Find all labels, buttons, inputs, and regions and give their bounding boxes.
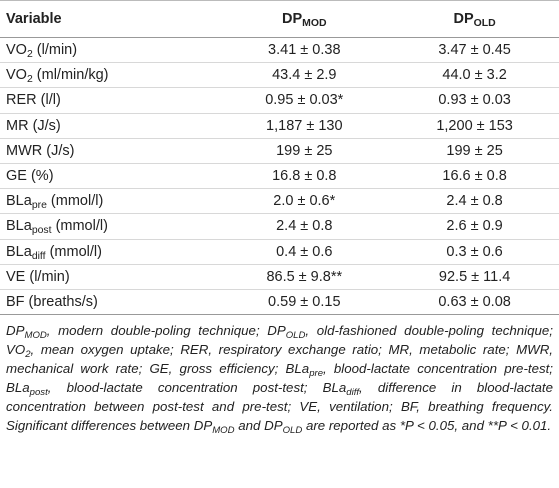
- table-row: BLadiff (mmol/l) 0.4 ± 0.6 0.3 ± 0.6: [0, 239, 559, 265]
- header-row: Variable DPMOD DPOLD: [0, 0, 559, 38]
- table-row: MR (J/s) 1,187 ± 130 1,200 ± 153: [0, 113, 559, 139]
- subscript: OLD: [285, 329, 306, 341]
- value-cell: 16.6 ± 0.8: [390, 163, 559, 190]
- value-cell: 2.6 ± 0.9: [390, 213, 559, 240]
- value-cell: 92.5 ± 11.4: [390, 264, 559, 290]
- value-cell: 1,200 ± 153: [390, 113, 559, 139]
- value-cell: 199 ± 25: [390, 138, 559, 164]
- value-cell: 86.5 ± 9.8**: [218, 264, 391, 290]
- text-run: (l/min): [32, 42, 78, 59]
- value-cell: 2.4 ± 0.8: [218, 213, 391, 240]
- text-run: , blood-lactate concentration post-test;…: [47, 380, 347, 396]
- row-label: VO2 (l/min): [0, 37, 219, 64]
- subscript: OLD: [473, 18, 496, 30]
- value-cell: 0.59 ± 0.15: [218, 289, 391, 316]
- value-cell: 43.4 ± 2.9: [218, 62, 391, 89]
- value-cell: 3.47 ± 0.45: [390, 37, 559, 64]
- text-run: DP: [6, 323, 25, 339]
- table-row: GE (%) 16.8 ± 0.8 16.6 ± 0.8: [0, 163, 559, 190]
- value-cell: 0.3 ± 0.6: [390, 239, 559, 265]
- subscript: pre: [309, 367, 324, 379]
- text-run: (mmol/l): [51, 218, 108, 235]
- table-row: VO2 (l/min) 3.41 ± 0.38 3.47 ± 0.45: [0, 37, 559, 64]
- header-cell: DPMOD: [218, 0, 391, 38]
- row-label: BLadiff (mmol/l): [0, 239, 219, 265]
- row-label: RER (l/l): [0, 87, 219, 114]
- value-cell: 2.4 ± 0.8: [390, 188, 559, 215]
- text-run: , mean oxygen uptake; RER, respiratory e…: [6, 342, 553, 377]
- subscript: 2: [26, 74, 33, 86]
- text-run: VO: [6, 42, 27, 59]
- value-cell: 16.8 ± 0.8: [218, 163, 391, 190]
- value-cell: 199 ± 25: [218, 138, 391, 164]
- table-row: RER (l/l) 0.95 ± 0.03* 0.93 ± 0.03: [0, 87, 559, 114]
- table-row: BLapre (mmol/l) 2.0 ± 0.6* 2.4 ± 0.8: [0, 188, 559, 215]
- subscript: diff: [31, 250, 46, 262]
- text-run: , difference in blood-lactate concentrat…: [6, 380, 553, 434]
- table-row: MWR (J/s) 199 ± 25 199 ± 25: [0, 138, 559, 164]
- text-run: BLa: [6, 218, 32, 235]
- table-row: BLapost (mmol/l) 2.4 ± 0.8 2.6 ± 0.9: [0, 213, 559, 240]
- row-label: MWR (J/s): [0, 138, 219, 164]
- subscript: 2: [26, 49, 33, 61]
- header-cell: Variable: [0, 0, 219, 38]
- row-label: BLapost (mmol/l): [0, 213, 219, 240]
- row-label: MR (J/s): [0, 113, 219, 139]
- subscript: post: [31, 225, 52, 237]
- text-run: BLa: [6, 243, 32, 260]
- text-run: (mmol/l): [46, 193, 104, 210]
- data-table: Variable DPMOD DPOLD VO2 (l/min) 3.41 ± 0.3…: [0, 0, 559, 316]
- text-run: , old-fashioned double-poling technique;…: [6, 323, 553, 358]
- text-run: Variable: [6, 11, 62, 27]
- text-run: BLa: [6, 193, 32, 210]
- footnote: DPMOD, modern double-poling technique; D…: [6, 321, 553, 435]
- subscript: post: [29, 386, 48, 398]
- subscript: MOD: [24, 329, 47, 341]
- subscript: diff: [346, 386, 360, 398]
- text-run: (mmol/l): [45, 243, 102, 260]
- text-run: VO: [6, 67, 27, 84]
- subscript: pre: [31, 200, 47, 212]
- subscript: MOD: [302, 18, 327, 30]
- text-run: , blood-lactate concentration pre-test; …: [6, 361, 553, 396]
- text-run: are reported as *P < 0.05, and **P < 0.0…: [302, 418, 552, 434]
- value-cell: 2.0 ± 0.6*: [218, 188, 391, 215]
- text-run: BF (breaths/s): [6, 293, 98, 310]
- subscript: 2: [25, 348, 31, 360]
- text-run: DP: [453, 11, 474, 27]
- subscript: OLD: [282, 424, 303, 436]
- text-run: VE (l/min): [6, 268, 70, 285]
- text-run: , modern double-poling technique; DP: [46, 323, 286, 339]
- value-cell: 1,187 ± 130: [218, 113, 391, 139]
- row-label: GE (%): [0, 163, 219, 190]
- text-run: GE (%): [6, 168, 54, 185]
- table-row: BF (breaths/s) 0.59 ± 0.15 0.63 ± 0.08: [0, 289, 559, 316]
- table-row: VO2 (ml/min/kg) 43.4 ± 2.9 44.0 ± 3.2: [0, 62, 559, 89]
- value-cell: 3.41 ± 0.38: [218, 37, 391, 64]
- text-run: RER (l/l): [6, 92, 61, 109]
- header-cell: DPOLD: [390, 0, 559, 38]
- text-run: and DP: [234, 418, 283, 434]
- row-label: BF (breaths/s): [0, 289, 219, 316]
- value-cell: 0.63 ± 0.08: [390, 289, 559, 316]
- row-label: BLapre (mmol/l): [0, 188, 219, 215]
- row-label: VO2 (ml/min/kg): [0, 62, 219, 89]
- value-cell: 0.93 ± 0.03: [390, 87, 559, 114]
- value-cell: 0.4 ± 0.6: [218, 239, 391, 265]
- value-cell: 0.95 ± 0.03*: [218, 87, 391, 114]
- text-run: DP: [282, 11, 303, 27]
- table-row: VE (l/min) 86.5 ± 9.8** 92.5 ± 11.4: [0, 264, 559, 290]
- row-label: VE (l/min): [0, 264, 219, 290]
- text-run: MWR (J/s): [6, 142, 75, 159]
- table-body: VO2 (l/min) 3.41 ± 0.38 3.47 ± 0.45 VO2 (ml…: [0, 37, 559, 316]
- text-run: MR (J/s): [6, 117, 61, 134]
- subscript: MOD: [212, 424, 235, 436]
- value-cell: 44.0 ± 3.2: [390, 62, 559, 89]
- text-run: (ml/min/kg): [32, 67, 109, 84]
